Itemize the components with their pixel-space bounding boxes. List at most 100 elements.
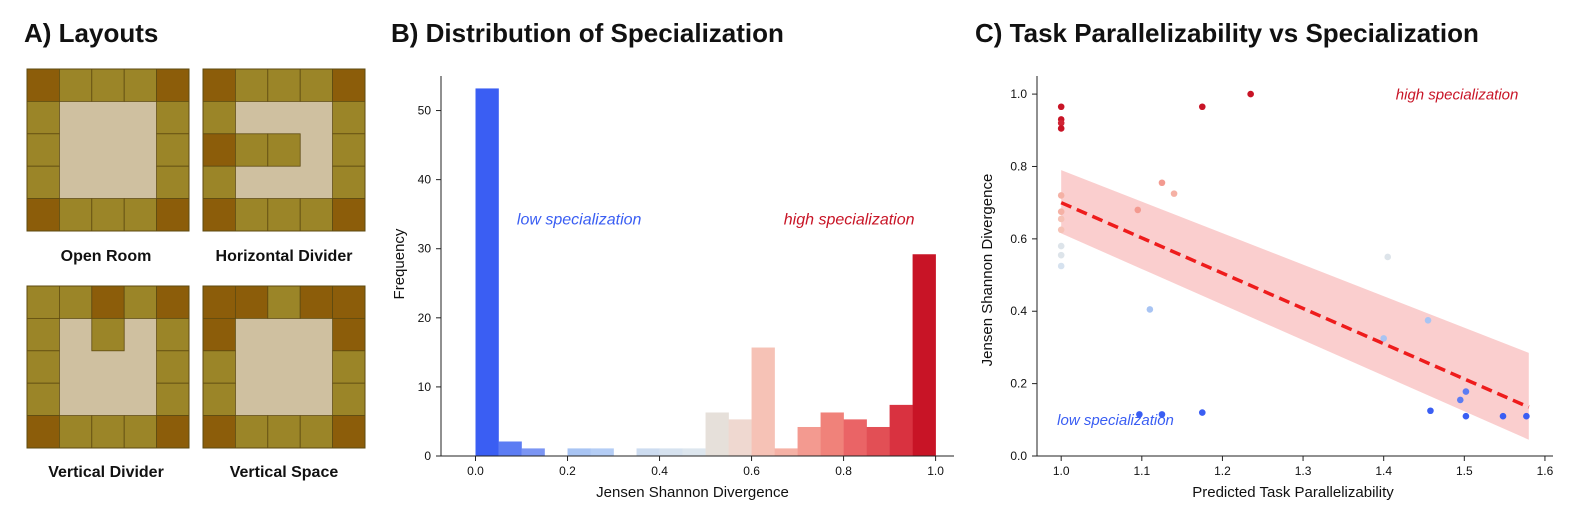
hist-x-tick-label: 0.6 xyxy=(743,464,760,478)
layout-grid-0 xyxy=(26,68,190,232)
layout-label-vertical-divider: Vertical Divider xyxy=(48,464,164,481)
scatter-point-4 xyxy=(1057,192,1065,199)
layout-counter-tile xyxy=(156,350,190,384)
hist-bar-11 xyxy=(728,419,752,456)
layouts-figure xyxy=(26,68,366,449)
layout-corner-tile xyxy=(156,68,190,102)
layout-corner-tile xyxy=(26,415,60,449)
layout-corner-tile xyxy=(332,317,366,352)
layout-counter-tile xyxy=(59,198,93,232)
scatter-point-16 xyxy=(1146,306,1154,313)
hist-y-tick-label: 30 xyxy=(418,242,432,256)
layout-counter-tile xyxy=(123,415,157,449)
layout-corner-tile xyxy=(332,198,366,232)
hist-bar-4 xyxy=(567,448,591,456)
scatter-point-21 xyxy=(1158,411,1166,418)
scatter-y-tick-label: 0.4 xyxy=(1010,304,1027,318)
layout-border xyxy=(26,68,190,232)
layout-counter-tile xyxy=(267,285,301,319)
hist-x-tick-label: 1.0 xyxy=(927,464,944,478)
scatter-point-28 xyxy=(1523,412,1530,420)
scatter-x-tick-label: 1.4 xyxy=(1375,464,1392,478)
hist-y-tick-label: 50 xyxy=(418,104,432,118)
layout-corner-tile xyxy=(202,133,236,167)
hist-bar-12 xyxy=(751,347,775,456)
layout-label-vertical-space: Vertical Space xyxy=(229,464,339,481)
layout-counter-tile xyxy=(299,415,334,449)
hist-bar-8 xyxy=(659,448,683,456)
scatter-point-18 xyxy=(1424,316,1432,324)
hist-bar-7 xyxy=(636,448,660,456)
scatter-y-tick-label: 0.6 xyxy=(1010,232,1027,246)
hist-bar-16 xyxy=(843,419,867,456)
scatter-point-5 xyxy=(1057,208,1065,216)
scatter-point-9 xyxy=(1057,251,1065,259)
scatter-point-23 xyxy=(1427,407,1434,415)
scatter-annotation-0: high specialization xyxy=(1396,87,1519,104)
layout-counter-tile xyxy=(26,165,60,199)
scatter-point-20 xyxy=(1136,411,1143,418)
hist-x-tick-label: 0.8 xyxy=(835,464,852,478)
scatter-point-25 xyxy=(1462,388,1470,395)
scatter-x-tick-label: 1.1 xyxy=(1133,464,1150,478)
layout-counter-tile xyxy=(234,133,269,167)
layout-counter-tile xyxy=(202,101,236,135)
trend-line xyxy=(1060,201,1530,409)
scatter-point-11 xyxy=(1134,206,1142,214)
layout-corner-tile xyxy=(299,285,334,319)
scatter-x-tick-label: 1.0 xyxy=(1053,464,1070,478)
layout-counter-tile xyxy=(59,415,93,449)
hist-annotation-0: low specialization xyxy=(517,212,642,229)
scatter-point-26 xyxy=(1462,412,1470,420)
scatter-point-12 xyxy=(1158,179,1166,187)
layout-corner-tile xyxy=(202,198,236,232)
scatter-point-24 xyxy=(1456,396,1464,404)
hist-bar-0 xyxy=(475,88,499,456)
layout-counter-tile xyxy=(59,285,93,319)
scatter-x-tick-label: 1.6 xyxy=(1537,464,1554,478)
hist-bar-15 xyxy=(820,412,844,456)
layout-grid-1 xyxy=(202,68,366,232)
panel-b-title: B) Distribution of Specialization xyxy=(391,18,784,48)
layout-corner-tile xyxy=(332,415,366,449)
layout-label-open-room: Open Room xyxy=(60,248,152,265)
scatter-x-tick-label: 1.2 xyxy=(1214,464,1231,478)
hist-bar-13 xyxy=(774,448,798,456)
hist-y-tick-label: 0 xyxy=(424,449,431,463)
layout-corner-tile xyxy=(156,198,190,232)
layout-counter-tile xyxy=(123,68,157,102)
scatter-point-10 xyxy=(1057,262,1065,270)
hist-bar-18 xyxy=(889,404,913,456)
layout-grid-2 xyxy=(26,285,190,449)
layout-counter-tile xyxy=(156,101,190,135)
scatter-point-17 xyxy=(1384,253,1392,261)
panel-c-title: C) Task Parallelizability vs Specializat… xyxy=(975,18,1479,48)
hist-annotation-1: high specialization xyxy=(784,212,915,229)
scatter-point-7 xyxy=(1057,226,1065,234)
layout-counter-tile xyxy=(26,382,60,417)
panel-a-title: A) Layouts xyxy=(24,18,159,48)
scatter-annotation-1: low specialization xyxy=(1057,412,1174,429)
scatter-y-tick-label: 1.0 xyxy=(1010,87,1027,101)
hist-x-tick-label: 0.2 xyxy=(559,464,576,478)
scatter-point-19 xyxy=(1380,335,1387,342)
scatter-point-27 xyxy=(1499,412,1507,420)
layout-counter-tile xyxy=(91,415,125,449)
hist-bar-2 xyxy=(521,448,545,456)
hist-bar-9 xyxy=(682,448,706,456)
scatter-point-2 xyxy=(1057,119,1065,127)
layout-label-horizontal-divider: Horizontal Divider xyxy=(215,248,353,265)
scatter-y-tick-label: 0.0 xyxy=(1010,449,1027,463)
scatter-point-22 xyxy=(1198,409,1206,416)
hist-bar-14 xyxy=(797,426,821,456)
hist-bar-10 xyxy=(705,412,729,456)
scatter-point-0 xyxy=(1057,103,1065,111)
hist-y-axis-label: Frequency xyxy=(391,228,408,299)
layout-corner-tile xyxy=(156,415,190,449)
scatter-point-3 xyxy=(1057,125,1065,132)
layout-counter-tile xyxy=(332,133,366,167)
layout-border xyxy=(202,68,366,232)
layout-counter-tile xyxy=(91,68,125,102)
